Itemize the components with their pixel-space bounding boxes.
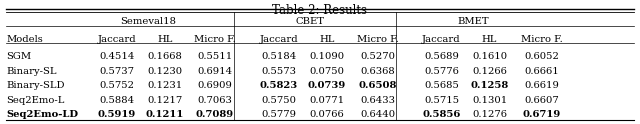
Text: 0.5779: 0.5779 <box>262 110 296 119</box>
Text: Semeval18: Semeval18 <box>120 17 177 26</box>
Text: 0.6914: 0.6914 <box>198 67 232 76</box>
Text: 0.1258: 0.1258 <box>470 81 509 90</box>
Text: 0.0750: 0.0750 <box>310 67 344 76</box>
Text: 0.6607: 0.6607 <box>524 96 559 105</box>
Text: 0.5737: 0.5737 <box>100 67 134 76</box>
Text: HL: HL <box>319 35 335 44</box>
Text: HL: HL <box>482 35 497 44</box>
Text: Micro F.: Micro F. <box>356 35 399 44</box>
Text: Table 2: Results: Table 2: Results <box>273 4 367 17</box>
Text: 0.5884: 0.5884 <box>100 96 134 105</box>
Text: 0.6052: 0.6052 <box>524 52 559 61</box>
Text: 0.5573: 0.5573 <box>262 67 296 76</box>
Text: 0.5685: 0.5685 <box>424 81 459 90</box>
Text: 0.1211: 0.1211 <box>146 110 184 119</box>
Text: 0.5689: 0.5689 <box>424 52 459 61</box>
Text: 0.1668: 0.1668 <box>148 52 182 61</box>
Text: 0.5184: 0.5184 <box>261 52 297 61</box>
Text: Jaccard: Jaccard <box>98 35 136 44</box>
Text: Micro F.: Micro F. <box>520 35 563 44</box>
Text: 0.0739: 0.0739 <box>308 81 346 90</box>
Text: 0.5270: 0.5270 <box>360 52 395 61</box>
Text: 0.5776: 0.5776 <box>424 67 459 76</box>
Text: Seq2Emo-L: Seq2Emo-L <box>6 96 65 105</box>
Text: 0.1610: 0.1610 <box>472 52 507 61</box>
Text: 0.5919: 0.5919 <box>98 110 136 119</box>
Text: 0.7089: 0.7089 <box>196 110 234 119</box>
Text: 0.6433: 0.6433 <box>360 96 395 105</box>
Text: HL: HL <box>157 35 173 44</box>
Text: 0.5823: 0.5823 <box>260 81 298 90</box>
Text: Binary-SLD: Binary-SLD <box>6 81 65 90</box>
Text: 0.6440: 0.6440 <box>360 110 395 119</box>
Text: 0.5511: 0.5511 <box>197 52 233 61</box>
Text: 0.1090: 0.1090 <box>310 52 344 61</box>
Text: 0.1266: 0.1266 <box>472 67 507 76</box>
Text: 0.1276: 0.1276 <box>472 110 507 119</box>
Text: 0.5752: 0.5752 <box>100 81 134 90</box>
Text: 0.1230: 0.1230 <box>148 67 182 76</box>
Text: 0.5856: 0.5856 <box>422 110 461 119</box>
Text: 0.6909: 0.6909 <box>198 81 232 90</box>
Text: 0.6619: 0.6619 <box>524 81 559 90</box>
Text: 0.5715: 0.5715 <box>424 96 459 105</box>
Text: 0.6368: 0.6368 <box>360 67 395 76</box>
Text: CBET: CBET <box>296 17 325 26</box>
Text: 0.1217: 0.1217 <box>147 96 183 105</box>
Text: 0.1301: 0.1301 <box>472 96 508 105</box>
Text: 0.7063: 0.7063 <box>198 96 232 105</box>
Text: Seq2Emo-LD: Seq2Emo-LD <box>6 110 79 119</box>
Text: 0.4514: 0.4514 <box>99 52 135 61</box>
Text: Micro F.: Micro F. <box>194 35 236 44</box>
Text: SGM: SGM <box>6 52 31 61</box>
Text: 0.6508: 0.6508 <box>358 81 397 90</box>
Text: 0.1231: 0.1231 <box>147 81 183 90</box>
Text: BMET: BMET <box>458 17 490 26</box>
Text: Jaccard: Jaccard <box>422 35 461 44</box>
Text: 0.6719: 0.6719 <box>522 110 561 119</box>
Text: 0.5750: 0.5750 <box>262 96 296 105</box>
Text: 0.6661: 0.6661 <box>524 67 559 76</box>
Text: Binary-SL: Binary-SL <box>6 67 57 76</box>
Text: Models: Models <box>6 35 43 44</box>
Text: 0.0771: 0.0771 <box>310 96 344 105</box>
Text: Jaccard: Jaccard <box>260 35 298 44</box>
Text: 0.0766: 0.0766 <box>310 110 344 119</box>
